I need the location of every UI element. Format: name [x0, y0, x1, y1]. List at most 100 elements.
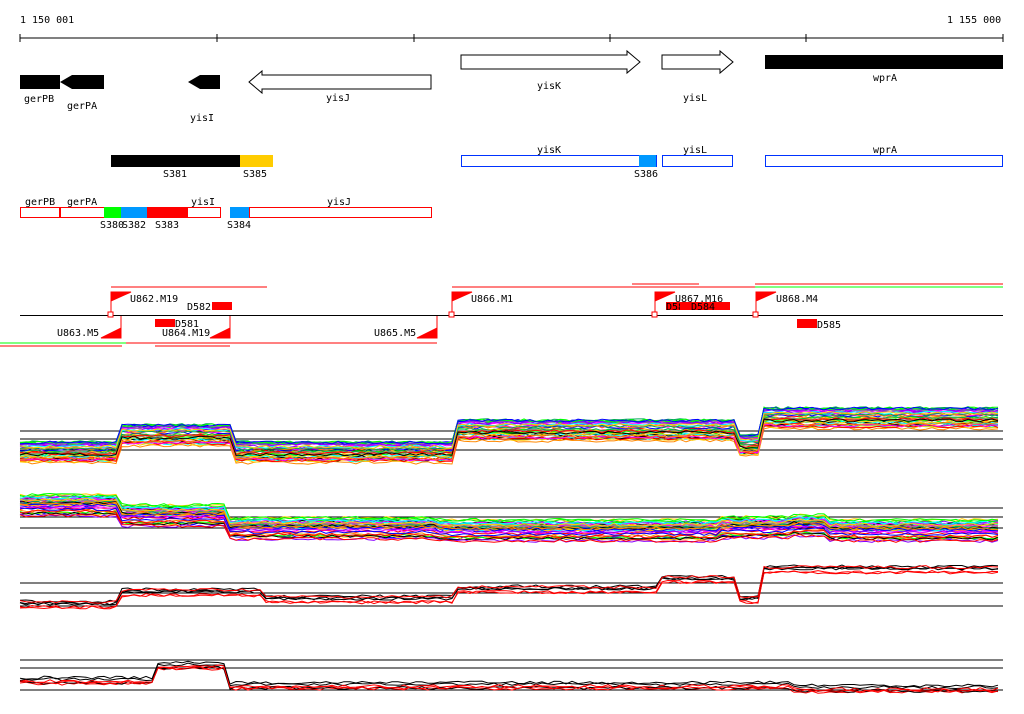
segment-label: S381 — [163, 169, 187, 180]
expression-line — [19, 495, 999, 525]
feature-label: U866.M1 — [471, 294, 513, 305]
segment-label: yisI — [191, 197, 215, 208]
segment-S384[interactable] — [230, 207, 249, 218]
promoter-flag-icon[interactable] — [209, 327, 231, 339]
promoter-marker — [448, 311, 455, 318]
feature-D581[interactable] — [155, 319, 175, 327]
gene-label: yisJ — [326, 93, 350, 104]
feature-track: U862.M19 U863.M5 U864.M19 U865.M5 U866.M… — [0, 283, 1003, 347]
promoter-marker — [651, 311, 658, 318]
feature-label: U864.M19 — [162, 328, 210, 339]
expression-line — [19, 406, 999, 445]
coordinate-ruler: 1 150 001 1 155 000 — [19, 15, 1004, 42]
expression-line — [19, 569, 999, 610]
expression-profiles — [19, 406, 1003, 694]
promoter-flag-icon[interactable] — [100, 327, 122, 339]
expression-line — [19, 417, 999, 456]
feature-D582[interactable] — [212, 302, 232, 310]
feature-label: D582 — [187, 302, 211, 313]
expression-line — [19, 418, 999, 457]
promoter-flag-icon[interactable] — [416, 327, 438, 339]
feature-label: D585 — [817, 320, 841, 331]
expression-line — [19, 513, 999, 543]
feature-label: U867.M16 — [675, 294, 723, 305]
segment-label: S383 — [155, 220, 179, 231]
gene-yisI[interactable] — [188, 75, 220, 89]
segment-label: S382 — [122, 220, 146, 231]
segment-track-bottom: gerPB gerPA yisI yisJ S380 S382 S383 S38… — [20, 197, 432, 231]
segment-label: gerPA — [67, 197, 97, 208]
segment-S382[interactable] — [121, 207, 147, 218]
gene-yisK[interactable] — [460, 49, 641, 75]
segment-label: gerPB — [25, 197, 55, 208]
gene-label: yisI — [190, 113, 214, 124]
feature-label: D583 — [666, 302, 690, 313]
promoter-marker — [107, 311, 114, 318]
segment-S383[interactable] — [147, 207, 188, 218]
expression-line — [19, 412, 999, 451]
expression-line — [19, 564, 999, 604]
segment-label: wprA — [873, 145, 897, 156]
segment-gerPB[interactable] — [20, 207, 60, 218]
feature-label: U863.M5 — [57, 328, 99, 339]
expression-line — [19, 665, 999, 693]
ruler-end-label: 1 155 000 — [947, 15, 1001, 26]
feature-label: U865.M5 — [374, 328, 416, 339]
expression-line — [19, 411, 999, 449]
gene-yisL[interactable] — [661, 49, 734, 75]
segment-track-top: S381 S385 yisK S386 yisL wprA — [111, 145, 1003, 180]
expression-line — [19, 660, 999, 688]
promoter-marker — [752, 311, 759, 318]
gene-label: gerPA — [67, 101, 97, 112]
feature-D584[interactable] — [680, 302, 730, 310]
promoter-flag-icon[interactable] — [110, 291, 132, 302]
gene-label: yisK — [537, 81, 561, 92]
expression-line — [19, 509, 999, 539]
promoter-flag-icon[interactable] — [654, 291, 676, 302]
promoter-flag-icon[interactable] — [451, 291, 473, 302]
feature-D585[interactable] — [797, 319, 817, 328]
segment-label: S386 — [634, 169, 658, 180]
feature-label: U868.M4 — [776, 294, 818, 305]
expression-line — [19, 423, 999, 462]
segment-S386[interactable] — [639, 155, 656, 167]
feature-label: D584 — [691, 302, 715, 313]
segment-label: S380 — [100, 220, 124, 231]
feature-label: U862.M19 — [130, 294, 178, 305]
segment-label: yisJ — [327, 197, 351, 208]
gene-label: wprA — [873, 73, 897, 84]
segment-yisJ[interactable] — [249, 207, 432, 218]
expression-line — [19, 506, 999, 536]
expression-line — [19, 412, 999, 451]
segment-label: yisK — [537, 145, 561, 156]
segment-label: S385 — [243, 169, 267, 180]
expression-line — [19, 421, 999, 460]
expression-line — [19, 494, 999, 524]
gene-track: gerPB gerPA yisI yisJ yisK yisL wprA — [20, 49, 1003, 124]
segment-yisL[interactable] — [662, 155, 733, 167]
expression-line — [19, 497, 999, 528]
expression-line — [19, 501, 999, 531]
segment-S380[interactable] — [104, 207, 121, 218]
segment-S381[interactable] — [111, 155, 240, 167]
expression-line — [19, 492, 999, 522]
gene-label: yisL — [683, 93, 707, 104]
gene-label: gerPB — [24, 94, 54, 105]
expression-line — [19, 565, 999, 604]
feature-label: D581 — [175, 319, 199, 330]
gene-wprA[interactable] — [765, 55, 1003, 69]
segment-yisK[interactable] — [461, 155, 657, 167]
ruler-start-label: 1 150 001 — [20, 15, 74, 26]
segment-S385[interactable] — [240, 155, 273, 167]
gene-yisJ[interactable] — [248, 69, 432, 95]
gene-gerPA[interactable] — [60, 75, 104, 89]
segment-wprA[interactable] — [765, 155, 1003, 167]
segment-label: S384 — [227, 220, 251, 231]
segment-label: yisL — [683, 145, 707, 156]
expression-line — [19, 418, 999, 457]
gene-gerPB[interactable] — [20, 75, 60, 89]
feature-D583[interactable] — [666, 302, 680, 310]
promoter-flag-icon[interactable] — [755, 291, 777, 302]
expression-line — [19, 507, 999, 537]
